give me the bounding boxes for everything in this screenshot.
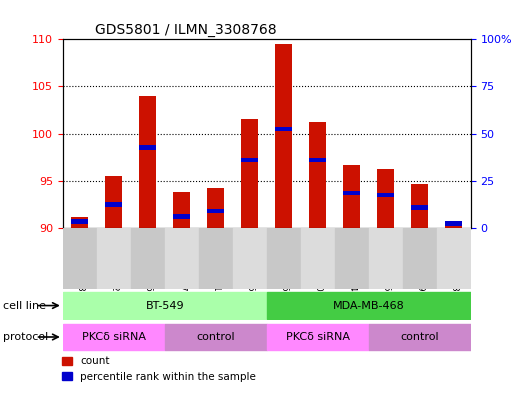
Text: control: control [197, 332, 235, 342]
FancyBboxPatch shape [267, 324, 369, 350]
Text: GSM1338297: GSM1338297 [177, 231, 186, 291]
Bar [139, 96, 156, 228]
Bar [411, 184, 428, 228]
Bar [139, 145, 156, 150]
Bar [377, 169, 394, 228]
Text: MDA-MB-468: MDA-MB-468 [333, 301, 405, 310]
Legend: count, percentile rank within the sample: count, percentile rank within the sample [58, 352, 260, 386]
Text: BT-549: BT-549 [145, 301, 184, 310]
Text: GDS5801 / ILMN_3308768: GDS5801 / ILMN_3308768 [95, 23, 277, 37]
Bar [445, 221, 462, 226]
Bar [173, 214, 190, 219]
Bar [309, 122, 326, 228]
Bar [343, 165, 360, 228]
Text: protocol: protocol [3, 332, 48, 342]
Bar [63, 228, 97, 289]
Text: GSM1338302: GSM1338302 [109, 231, 118, 291]
Bar [105, 176, 122, 228]
Text: GSM1338300: GSM1338300 [313, 231, 322, 292]
Bar [165, 228, 199, 289]
FancyBboxPatch shape [63, 292, 267, 319]
Bar [71, 219, 88, 224]
Bar [411, 205, 428, 209]
FancyBboxPatch shape [369, 324, 471, 350]
Text: PKCδ siRNA: PKCδ siRNA [82, 332, 146, 342]
FancyBboxPatch shape [165, 324, 267, 350]
Bar [437, 228, 471, 289]
Text: GSM1338299: GSM1338299 [415, 231, 424, 291]
Bar [309, 158, 326, 162]
Text: GSM1338305: GSM1338305 [245, 231, 254, 292]
Bar [131, 228, 165, 289]
Text: GSM1338304: GSM1338304 [347, 231, 356, 291]
Bar [207, 209, 224, 213]
Bar [173, 192, 190, 228]
Bar [241, 119, 258, 228]
Text: GSM1338303: GSM1338303 [449, 231, 458, 292]
Text: PKCδ siRNA: PKCδ siRNA [286, 332, 350, 342]
Bar [275, 127, 292, 131]
Bar [403, 228, 437, 289]
Bar [301, 228, 335, 289]
Bar [97, 228, 131, 289]
Bar [267, 228, 301, 289]
Text: cell line: cell line [3, 301, 46, 311]
Bar [335, 228, 369, 289]
Bar [377, 193, 394, 197]
Bar [199, 228, 233, 289]
Text: GSM1338296: GSM1338296 [279, 231, 288, 291]
Bar [233, 228, 267, 289]
Text: GSM1338295: GSM1338295 [381, 231, 390, 291]
Bar [369, 228, 403, 289]
Text: GSM1338301: GSM1338301 [211, 231, 220, 292]
Bar [105, 202, 122, 207]
FancyBboxPatch shape [267, 292, 471, 319]
Text: GSM1338298: GSM1338298 [75, 231, 84, 291]
Text: control: control [401, 332, 439, 342]
Bar [343, 191, 360, 195]
Bar [241, 158, 258, 162]
Bar [71, 217, 88, 228]
Bar [445, 223, 462, 228]
Text: GSM1338306: GSM1338306 [143, 231, 152, 292]
Bar [207, 188, 224, 228]
Bar [275, 44, 292, 228]
FancyBboxPatch shape [63, 324, 165, 350]
